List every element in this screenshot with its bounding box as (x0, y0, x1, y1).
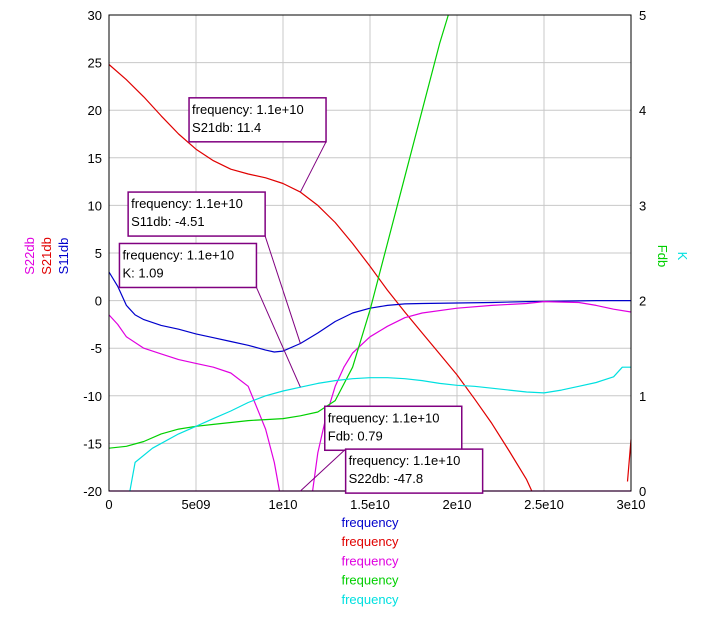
y-left-axis-label: S21db (39, 237, 54, 275)
marker-text: frequency: 1.1e+10 (122, 247, 234, 262)
x-tick-label: 5e09 (182, 497, 211, 512)
x-axis-label: frequency (341, 534, 399, 549)
x-tick-label: 1e10 (269, 497, 298, 512)
tick-labels: -20 -15 -10 -5 0 5 10 15 20 25 30 0 1 2 3 4 5 0 5e09 1e10 1.… (83, 8, 646, 512)
y-left-tick-label: 30 (88, 8, 102, 23)
y-left-tick-label: -15 (83, 436, 102, 451)
x-tick-label: 2e10 (443, 497, 472, 512)
y-left-axis-label: S22db (22, 237, 37, 275)
series-line-fdb (108, 14, 449, 449)
y-left-tick-label: 0 (95, 294, 102, 309)
y-left-tick-label: 25 (88, 56, 102, 71)
y-right-tick-label: 0 (639, 484, 646, 499)
x-tick-label: 3e10 (617, 497, 646, 512)
y-right-tick-label: 5 (639, 8, 646, 23)
axis-labels: frequency frequency frequency frequency freq… (22, 237, 690, 607)
marker-annotation[interactable]: frequency: 1.1e+10 S21db: 11.4 (188, 97, 327, 193)
series-line-s22db (108, 314, 281, 492)
y-right-axis-label: K (675, 252, 690, 261)
y-right-tick-label: 4 (639, 103, 646, 118)
x-axis-label: frequency (341, 573, 399, 588)
marker-text: S21db: 11.4 (192, 120, 261, 135)
marker-text: S22db: -47.8 (349, 471, 423, 486)
marker-annotation[interactable]: frequency: 1.1e+10 Fdb: 0.79 (324, 405, 463, 452)
marker-text: frequency: 1.1e+10 (328, 410, 440, 425)
y-left-tick-label: 20 (88, 103, 102, 118)
marker-text: frequency: 1.1e+10 (192, 102, 304, 117)
marker-leader-line (264, 235, 301, 344)
y-left-axis-label: S11db (56, 238, 71, 275)
y-left-tick-label: 15 (88, 151, 102, 166)
marker-annotation[interactable]: frequency: 1.1e+10 S11db: -4.51 (127, 191, 301, 344)
series-line-s11db (108, 271, 631, 353)
x-tick-label: 0 (105, 497, 112, 512)
marker-text: frequency: 1.1e+10 (349, 453, 461, 468)
y-left-tick-label: 5 (95, 246, 102, 261)
marker-annotation[interactable]: frequency: 1.1e+10 K: 1.09 (118, 242, 301, 388)
series-line-s21db (626, 439, 632, 482)
y-right-tick-label: 1 (639, 389, 646, 404)
marker-text: S11db: -4.51 (131, 214, 204, 229)
y-right-tick-label: 2 (639, 294, 646, 309)
x-tick-label: 2.5e10 (524, 497, 564, 512)
marker-text: Fdb: 0.79 (328, 428, 383, 443)
marker-leader-line (255, 287, 301, 388)
y-left-tick-label: -10 (83, 389, 102, 404)
series-line-s22db (312, 301, 632, 492)
marker-box (118, 242, 258, 289)
marker-box (344, 448, 484, 494)
marker-box (127, 191, 266, 237)
y-right-tick-label: 3 (639, 198, 646, 213)
x-axis-label: frequency (341, 553, 399, 568)
series-line-s21db (108, 64, 533, 492)
marker-leader-line (300, 448, 346, 492)
x-axis-label: frequency (341, 515, 399, 530)
marker-leader-line (299, 141, 327, 193)
marker-box (188, 97, 327, 143)
x-axis-label: frequency (341, 592, 399, 607)
series-line-k (129, 366, 631, 492)
y-left-tick-label: -20 (83, 484, 102, 499)
marker-text: K: 1.09 (122, 265, 163, 280)
y-right-axis-label: Fdb (655, 245, 670, 267)
x-tick-label: 1.5e10 (350, 497, 390, 512)
y-left-tick-label: -5 (90, 341, 102, 356)
marker-annotation[interactable]: frequency: 1.1e+10 S22db: -47.8 (300, 448, 484, 494)
marker-text: frequency: 1.1e+10 (131, 196, 243, 211)
y-left-tick-label: 10 (88, 198, 102, 213)
